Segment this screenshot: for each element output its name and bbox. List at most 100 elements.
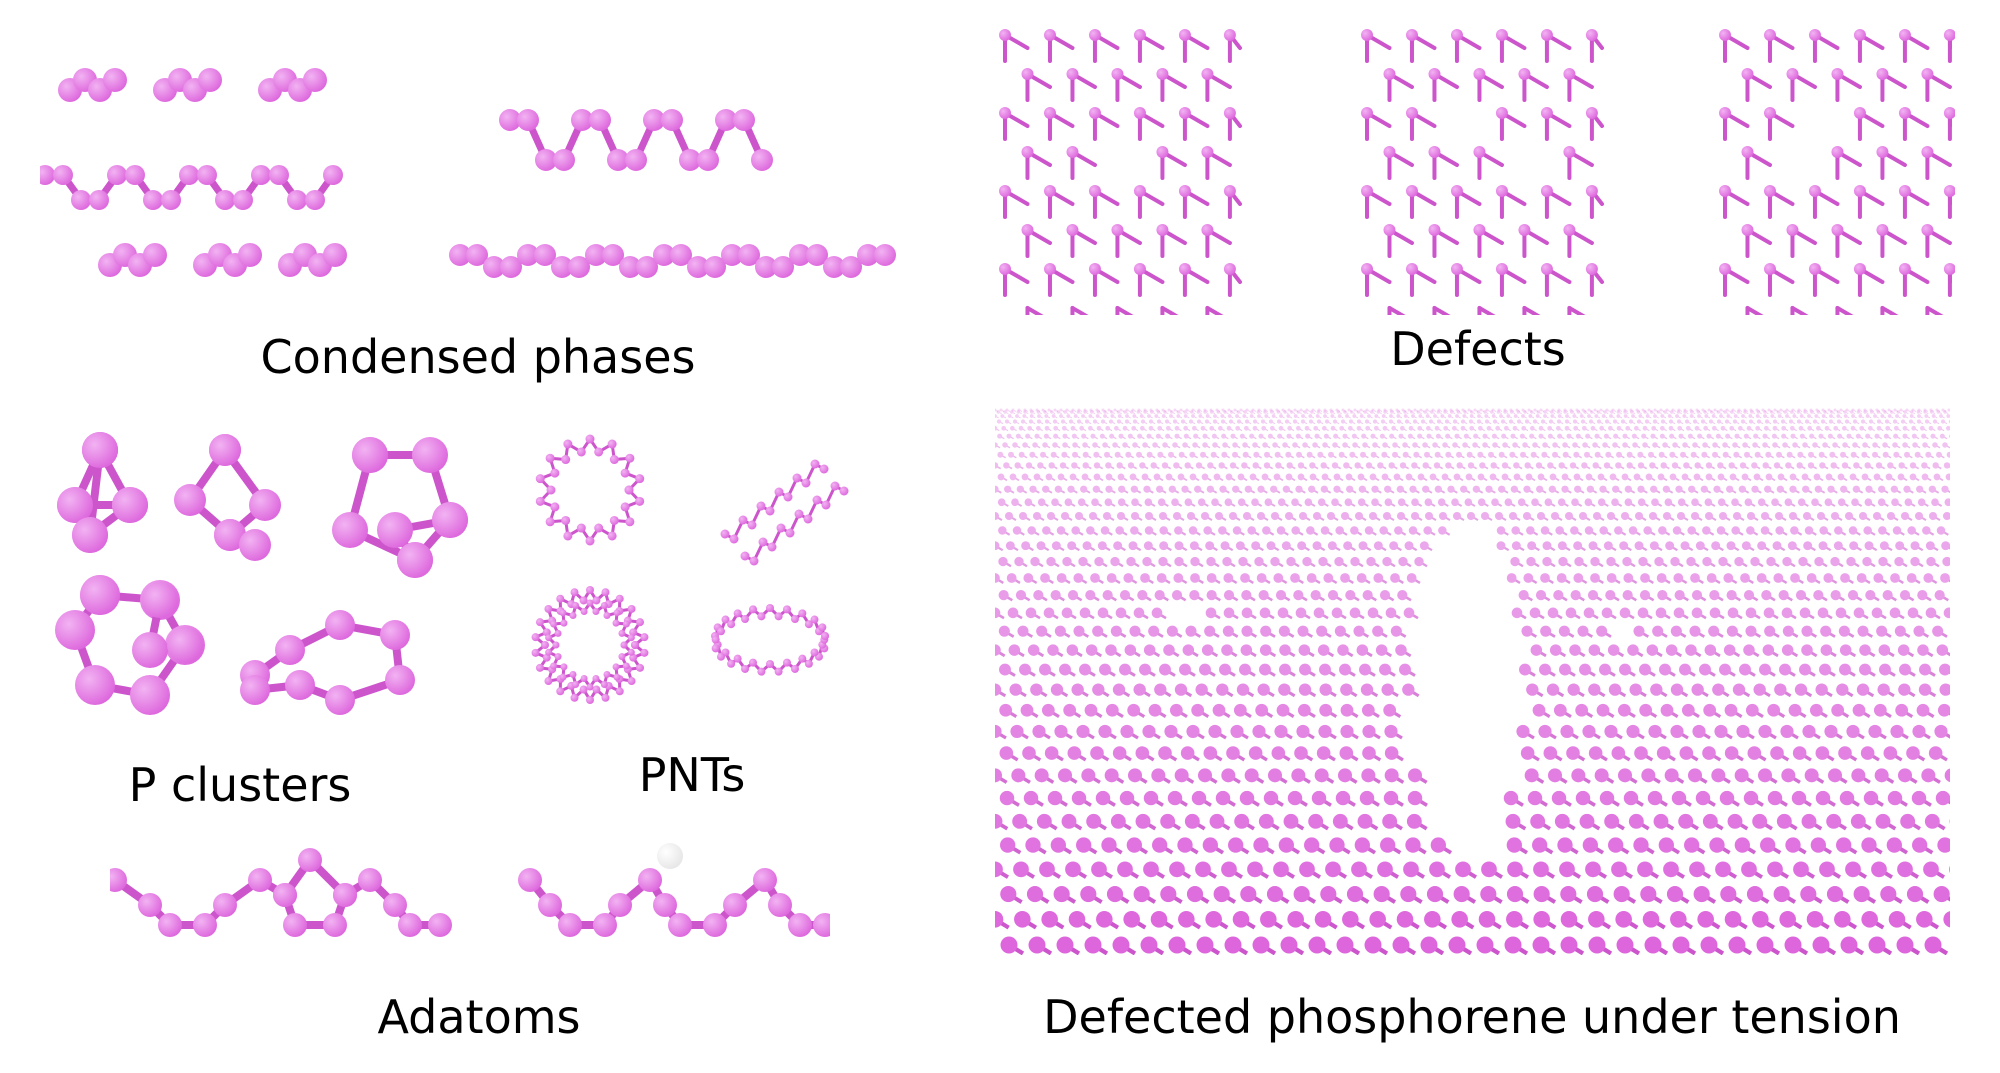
lattice-bond <box>1106 454 1113 459</box>
lattice-atom <box>1815 425 1821 431</box>
lattice-bond <box>1936 409 1941 412</box>
lattice-bond <box>1911 411 1916 415</box>
lattice-bond <box>1806 421 1812 425</box>
lattice-atom <box>1264 498 1273 507</box>
lattice-atom <box>1086 526 1095 535</box>
lattice-atom <box>1347 408 1351 412</box>
lattice-bond <box>1270 421 1276 425</box>
lattice-bond <box>1708 476 1716 482</box>
lattice-bond <box>1758 411 1762 415</box>
defect-lattice-1-atom <box>999 107 1011 119</box>
lattice-bond <box>1679 427 1685 432</box>
lattice-atom <box>1007 607 1019 619</box>
lattice-atom <box>1173 408 1177 412</box>
lattice-atom <box>1346 485 1354 493</box>
lattice-atom <box>1061 451 1068 458</box>
lattice-atom <box>1102 511 1112 521</box>
lattice-atom <box>1932 625 1944 637</box>
lattice-atom <box>1046 556 1056 567</box>
lattice-atom <box>1840 485 1848 493</box>
lattice-bond <box>1120 435 1126 440</box>
lattice-atom <box>1148 419 1154 424</box>
lattice-atom <box>1753 433 1759 439</box>
lattice-bond <box>1844 411 1849 415</box>
lattice-bond <box>1273 488 1281 494</box>
lattice-atom <box>1839 644 1852 656</box>
lattice-atom <box>1572 442 1578 448</box>
lattice-atom <box>1781 644 1794 656</box>
lattice-atom <box>1143 541 1153 551</box>
lattice-atom <box>1118 433 1124 439</box>
lattice-atom <box>1156 419 1162 424</box>
lattice-bond <box>1192 415 1197 419</box>
lattice-bond <box>1612 409 1617 412</box>
lattice-bond <box>1901 464 1908 470</box>
cluster-open-atom <box>240 675 270 705</box>
lattice-atom <box>1773 408 1777 412</box>
lattice-atom <box>1081 473 1089 481</box>
condensed-chain-atom <box>179 165 199 185</box>
lattice-atom <box>1460 485 1468 493</box>
lattice-atom <box>1749 410 1754 414</box>
lattice-atom <box>1643 410 1647 414</box>
cluster-p5-atom <box>412 437 448 473</box>
lattice-bond <box>1156 409 1161 412</box>
lattice-bond <box>1794 415 1799 419</box>
lattice-atom <box>1383 703 1397 717</box>
lattice-atom <box>1212 703 1226 717</box>
lattice-atom <box>1573 541 1583 551</box>
lattice-atom <box>1020 703 1034 717</box>
adatom-chain-atom <box>813 913 830 937</box>
lattice-atom <box>1023 408 1027 412</box>
lattice-atom <box>1732 683 1746 696</box>
lattice-atom <box>1914 511 1924 521</box>
lattice-bond <box>1744 409 1749 412</box>
lattice-bond <box>1430 421 1436 425</box>
lattice-atom <box>1388 419 1394 424</box>
lattice-bond <box>1054 444 1061 449</box>
lattice-bond <box>1942 409 1947 412</box>
lattice-atom <box>1034 433 1040 439</box>
pnt-ring-small-atom <box>545 517 555 527</box>
lattice-atom <box>1092 625 1104 637</box>
lattice-bond <box>1779 415 1784 419</box>
lattice-bond <box>1024 444 1031 449</box>
lattice-atom <box>1050 451 1057 458</box>
lattice-atom <box>1601 414 1606 418</box>
lattice-atom <box>1063 410 1067 414</box>
lattice-bond <box>1084 411 1089 415</box>
lattice-bond <box>1006 421 1012 425</box>
lattice-bond <box>1864 444 1871 449</box>
lattice-atom <box>1734 556 1744 567</box>
lattice-bond <box>1607 454 1615 459</box>
lattice-bond <box>1514 444 1521 449</box>
lattice-bond <box>1828 409 1833 412</box>
lattice-atom <box>1011 768 1026 783</box>
adatom-chain-atom <box>788 913 812 937</box>
lattice-atom <box>1032 724 1046 739</box>
lattice-atom <box>1734 433 1740 439</box>
lattice-atom <box>995 573 1000 583</box>
lattice-bond <box>1372 476 1380 482</box>
lattice-bond <box>1062 464 1070 470</box>
lattice-bond <box>1266 454 1273 459</box>
lattice-bond <box>1107 464 1115 470</box>
lattice-atom <box>1171 498 1179 507</box>
lattice-atom <box>1827 408 1831 412</box>
lattice-atom <box>1174 556 1184 567</box>
lattice-atom <box>1833 425 1839 431</box>
lattice-atom <box>1252 462 1259 469</box>
lattice-atom <box>1296 451 1302 458</box>
lattice-atom <box>1277 607 1289 619</box>
lattice-bond <box>1462 427 1468 432</box>
lattice-atom <box>1943 607 1950 619</box>
lattice-atom <box>1712 442 1718 448</box>
lattice-atom <box>1022 442 1028 448</box>
lattice-bond <box>1134 421 1140 425</box>
lattice-bond <box>1311 488 1319 494</box>
lattice-bond <box>1846 409 1851 412</box>
lattice-atom <box>1120 724 1134 739</box>
lattice-bond <box>1478 421 1484 425</box>
adatom-chain-atom <box>723 893 747 917</box>
lattice-atom <box>1801 473 1809 481</box>
